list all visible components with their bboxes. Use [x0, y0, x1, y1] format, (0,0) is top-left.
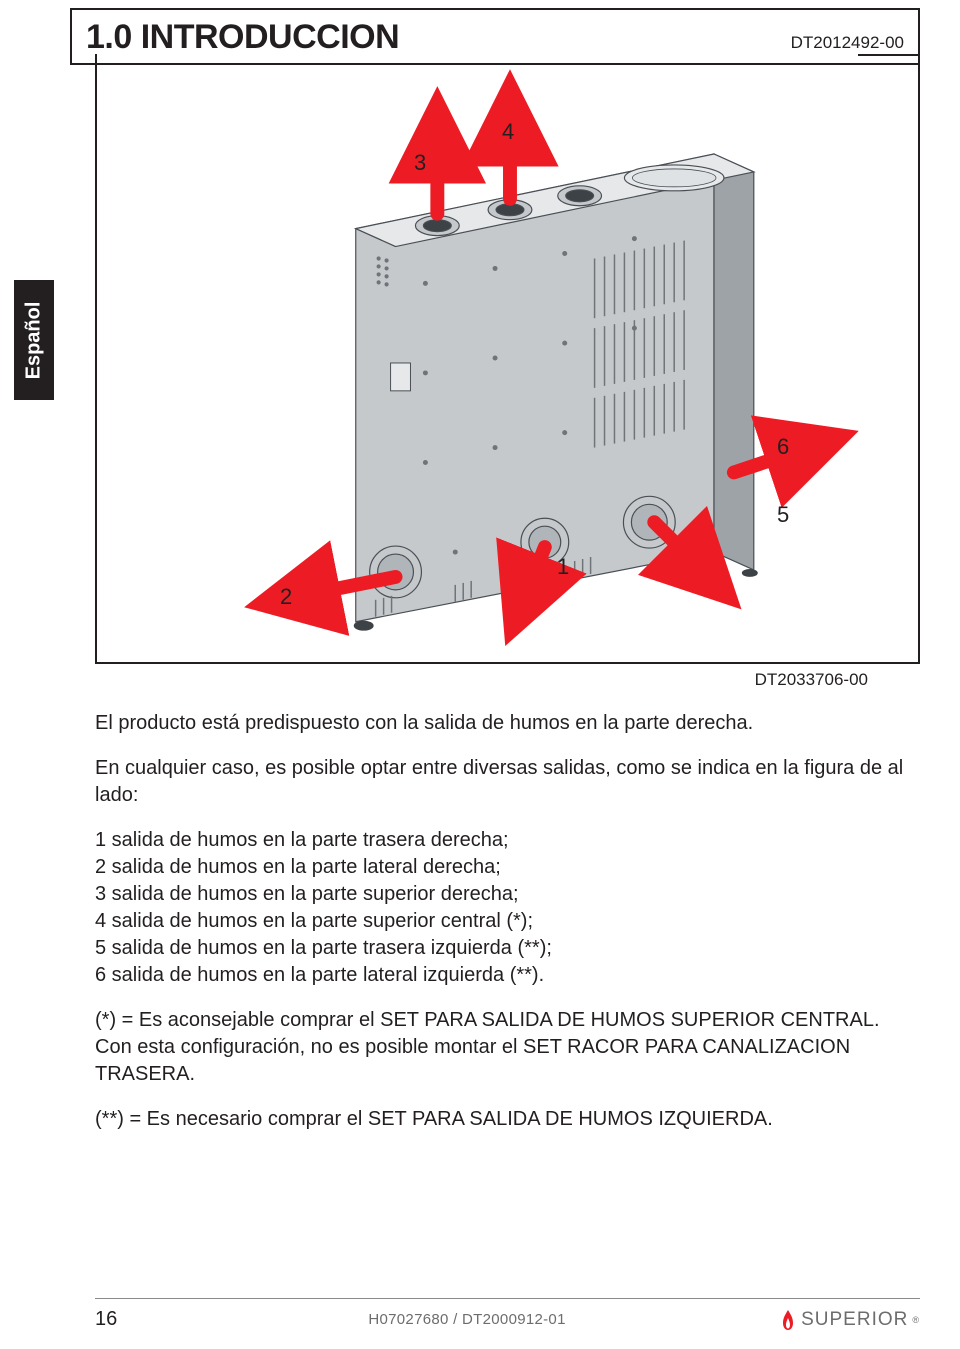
outlet-item: 6 salida de humos en la parte lateral iz… — [95, 962, 920, 989]
language-tab: Español — [14, 280, 54, 400]
page-number: 16 — [95, 1308, 155, 1331]
brand-name: SUPERIOR — [801, 1309, 908, 1331]
footer-rule — [95, 1298, 920, 1299]
body-text: El producto está predispuesto con la sal… — [95, 710, 920, 1151]
footer-doc-code: H07027680 / DT2000912-01 — [155, 1311, 779, 1328]
page-footer: 16 H07027680 / DT2000912-01 SUPERIOR ® — [95, 1308, 920, 1331]
section-title: 1.0 INTRODUCCION — [86, 18, 399, 57]
callout-3: 3 — [414, 150, 426, 176]
figure-frame: 1 2 3 4 5 6 DT2033706-00 — [95, 54, 920, 664]
outlet-item: 2 salida de humos en la parte lateral de… — [95, 854, 920, 881]
product-diagram — [97, 54, 918, 662]
footnote-star1: (*) = Es aconsejable comprar el SET PARA… — [95, 1007, 920, 1088]
outlet-item: 1 salida de humos en la parte trasera de… — [95, 827, 920, 854]
callout-2: 2 — [280, 584, 292, 610]
flame-icon — [779, 1309, 797, 1331]
figure-doc-code: DT2033706-00 — [755, 670, 868, 690]
footnote-star2: (**) = Es necesario comprar el SET PARA … — [95, 1106, 920, 1133]
language-label: Español — [23, 301, 46, 379]
outlet-item: 3 salida de humos en la parte superior d… — [95, 881, 920, 908]
brand-logo: SUPERIOR ® — [779, 1309, 920, 1331]
section-doc-code: DT2012492-00 — [791, 33, 904, 53]
intro-paragraph: El producto está predispuesto con la sal… — [95, 710, 920, 737]
callout-5: 5 — [777, 502, 789, 528]
outlet-list: 1 salida de humos en la parte trasera de… — [95, 827, 920, 989]
outlet-item: 4 salida de humos en la parte superior c… — [95, 908, 920, 935]
callout-1: 1 — [557, 554, 569, 580]
brand-reg: ® — [912, 1315, 920, 1325]
callout-6: 6 — [777, 434, 789, 460]
note-lead: En cualquier caso, es posible optar entr… — [95, 755, 920, 809]
outlet-item: 5 salida de humos en la parte trasera iz… — [95, 935, 920, 962]
callout-4: 4 — [502, 119, 514, 145]
